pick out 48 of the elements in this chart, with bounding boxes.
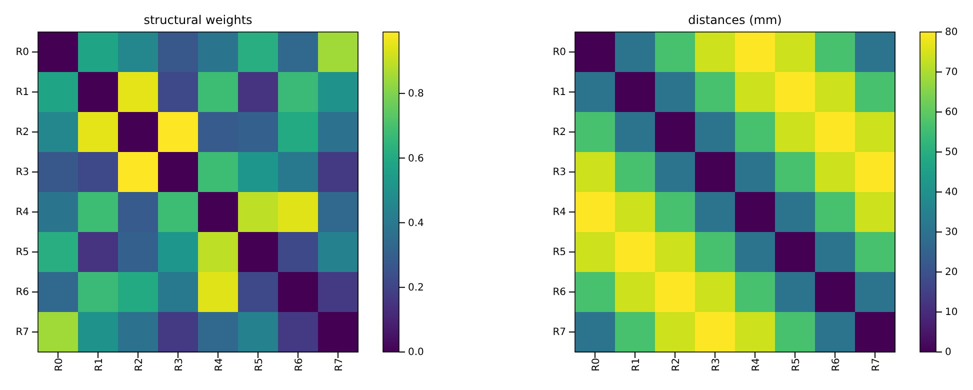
y-tick-label: R6 <box>16 287 29 298</box>
color-bar-label: 0.0 <box>408 347 424 358</box>
chart-title: structural weights <box>144 13 252 27</box>
x-tick-label: R5 <box>254 358 265 372</box>
color-bar-label: 70 <box>945 67 958 78</box>
y-tick-label: R0 <box>552 47 566 58</box>
color-bar-label: 10 <box>945 307 958 318</box>
color-bar-label: 0.8 <box>408 88 424 100</box>
x-tick-label: R3 <box>711 358 722 372</box>
x-tick-label: R5 <box>791 358 802 372</box>
x-tick-label: R6 <box>831 358 842 372</box>
color-bar-label: 0.6 <box>408 153 424 164</box>
y-tick-label: R1 <box>552 87 566 98</box>
y-tick-label: R7 <box>552 327 566 338</box>
color-bar-label: 60 <box>945 107 958 118</box>
color-bar-label: 20 <box>945 267 958 278</box>
color-bar-label: 50 <box>945 147 958 158</box>
color-bar-label: 80 <box>945 27 958 38</box>
x-tick-label: R1 <box>631 358 642 372</box>
y-tick-label: R7 <box>16 327 29 338</box>
y-tick-label: R4 <box>16 207 29 218</box>
x-tick-label: R4 <box>751 358 762 372</box>
color-bar-label: 0.2 <box>408 282 424 294</box>
y-tick-label: R3 <box>16 167 29 178</box>
y-tick-label: R5 <box>16 247 29 258</box>
y-tick-label: R3 <box>552 167 566 178</box>
x-tick-label: R1 <box>94 358 105 372</box>
y-tick-label: R6 <box>552 287 566 298</box>
x-tick-label: R2 <box>671 358 682 372</box>
y-tick-label: R2 <box>16 127 29 138</box>
x-tick-label: R3 <box>174 358 185 372</box>
x-tick-label: R7 <box>334 358 345 372</box>
y-tick-label: R1 <box>16 87 29 98</box>
color-bar-label: 30 <box>945 227 958 238</box>
y-tick-label: R5 <box>552 247 566 258</box>
color-bar-label: 0.4 <box>408 218 424 229</box>
x-tick-label: R6 <box>294 358 305 372</box>
color-bar-label: 40 <box>945 187 958 198</box>
x-tick-label: R0 <box>54 358 65 372</box>
x-tick-label: R7 <box>871 358 882 372</box>
chart-title: distances (mm) <box>688 13 782 27</box>
x-tick-label: R2 <box>134 358 145 372</box>
x-tick-label: R4 <box>214 358 225 372</box>
y-tick-label: R4 <box>552 207 566 218</box>
x-tick-label: R0 <box>591 358 602 372</box>
y-tick-label: R0 <box>16 47 29 58</box>
y-tick-label: R2 <box>552 127 566 138</box>
color-bar-label: 0 <box>945 347 952 358</box>
